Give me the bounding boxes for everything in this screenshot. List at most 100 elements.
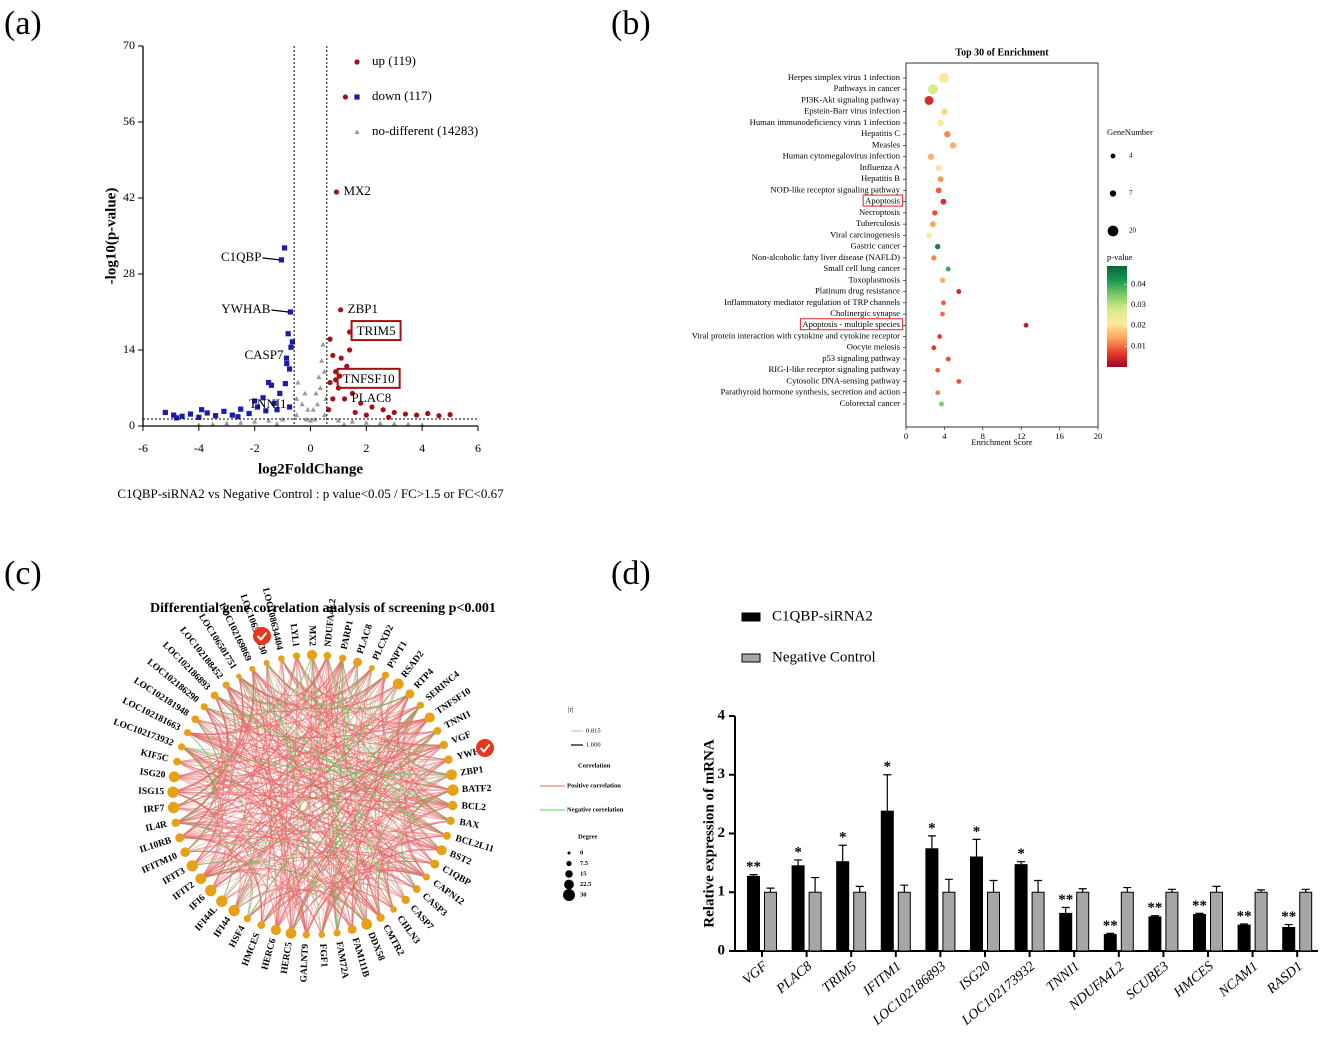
edge xyxy=(311,654,368,925)
color-tick-label: 0.03 xyxy=(1131,299,1146,309)
point xyxy=(313,390,319,396)
node-label: NDUFA4L2 xyxy=(324,598,339,647)
legend-label: up (119) xyxy=(372,53,416,68)
gene-label: TNFSF10 xyxy=(343,371,395,386)
bar xyxy=(1254,891,1268,952)
edge xyxy=(406,805,453,878)
edge xyxy=(226,674,386,710)
point xyxy=(179,413,185,419)
node xyxy=(361,918,373,930)
point xyxy=(312,416,318,422)
x-tick-label: NCAM1 xyxy=(1216,959,1262,1001)
point xyxy=(171,412,177,418)
legend-label: Positive correlation xyxy=(567,782,621,789)
point xyxy=(287,309,293,315)
point xyxy=(173,415,180,421)
node-label: LYL1 xyxy=(288,623,301,648)
bubble xyxy=(939,401,944,407)
bar xyxy=(1120,891,1134,952)
point xyxy=(327,336,333,342)
point xyxy=(323,396,329,401)
point xyxy=(303,416,309,422)
bubble xyxy=(924,95,934,105)
significance-label: ** xyxy=(1237,908,1252,924)
caption: C1QBP-siRNA2 vs Negative Control : p val… xyxy=(117,486,504,501)
point xyxy=(317,385,323,390)
panel-label: (d) xyxy=(611,555,651,592)
bubble xyxy=(940,198,947,205)
bubble xyxy=(937,119,944,127)
bar xyxy=(1193,914,1206,952)
bar xyxy=(1014,864,1028,952)
gene-label: CASP7 xyxy=(244,347,284,362)
edge xyxy=(204,706,444,749)
bubble xyxy=(935,390,941,396)
x-tick-label: SCUBE3 xyxy=(1124,959,1172,1003)
node xyxy=(412,885,421,893)
y-tick-label: 0 xyxy=(129,418,135,432)
legend-marker xyxy=(1107,225,1119,237)
node xyxy=(191,715,200,724)
y-axis-label: Relative expression of mRNA xyxy=(701,739,717,928)
error-bar xyxy=(1240,923,1249,926)
bubble xyxy=(927,84,938,95)
point xyxy=(263,408,269,414)
error-bar xyxy=(1061,906,1070,914)
significance-label: * xyxy=(973,824,981,840)
node xyxy=(390,906,397,913)
node-label: GALNT9 xyxy=(299,943,311,982)
check-icon xyxy=(253,627,271,645)
edge xyxy=(200,730,438,880)
legend-marker xyxy=(354,129,360,134)
point xyxy=(235,414,241,420)
point xyxy=(342,94,348,100)
node xyxy=(278,655,285,662)
edge xyxy=(181,746,442,851)
node xyxy=(292,652,301,660)
edge xyxy=(172,658,282,793)
point xyxy=(310,406,316,412)
point xyxy=(369,404,375,410)
bar xyxy=(1059,912,1073,952)
error-bar xyxy=(811,876,820,893)
edge xyxy=(221,683,399,902)
x-axis-label: Enrichment Score xyxy=(971,437,1032,447)
x-tick-label: ISG20 xyxy=(956,959,994,994)
point xyxy=(327,379,333,386)
significance-label: ** xyxy=(746,859,761,875)
significance-label: * xyxy=(884,759,892,775)
edge xyxy=(238,675,448,837)
y-tick-label: 2 xyxy=(718,825,726,841)
error-bar xyxy=(794,859,803,866)
bar xyxy=(1148,916,1162,952)
bubble xyxy=(927,153,935,160)
error-bar xyxy=(1195,912,1204,915)
edge xyxy=(357,662,442,851)
point xyxy=(391,421,397,426)
node xyxy=(430,859,440,869)
edge xyxy=(176,761,394,910)
node xyxy=(443,831,451,840)
bubble xyxy=(934,243,941,250)
edge xyxy=(341,658,395,910)
point xyxy=(341,396,348,402)
point xyxy=(349,390,355,397)
bar xyxy=(942,891,956,952)
edge xyxy=(185,841,435,865)
point xyxy=(330,396,336,402)
edge xyxy=(377,789,454,918)
bar xyxy=(791,865,805,952)
color-tick-label: 0.04 xyxy=(1131,279,1147,289)
bubble xyxy=(939,277,946,284)
significance-label: * xyxy=(794,844,802,860)
point xyxy=(405,421,411,427)
point xyxy=(326,407,332,413)
error-bar xyxy=(749,874,758,877)
y-tick-label: Viral protein interaction with cytokine … xyxy=(692,330,900,340)
edge xyxy=(296,655,373,696)
gene-label: ZBP1 xyxy=(348,301,378,316)
edge xyxy=(321,789,454,935)
point xyxy=(321,412,328,418)
bar xyxy=(747,875,760,952)
legend-label: 22.5 xyxy=(580,881,592,888)
